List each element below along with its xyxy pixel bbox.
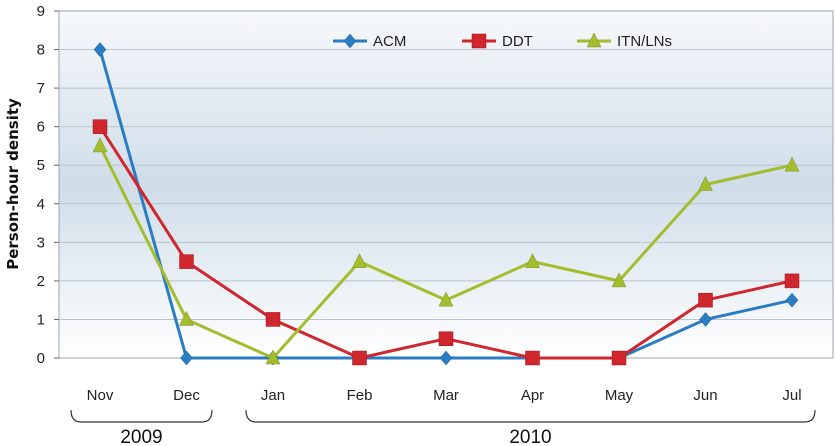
- y-axis-ticks: 0 1 2 3 4 5 6 7 8 9: [37, 3, 59, 367]
- legend-marker-acm: [343, 33, 357, 49]
- x-tick-label: Jul: [782, 387, 801, 404]
- year-bracket: [70, 409, 213, 423]
- legend-item-ddt: DDT: [462, 33, 533, 50]
- y-tick-label: 2: [37, 273, 45, 290]
- data-point-acm: [699, 312, 712, 327]
- data-point-ddt: [92, 119, 108, 134]
- data-point-ddt: [698, 292, 713, 308]
- x-tick-label: Dec: [173, 387, 200, 404]
- legend-label-ddt: DDT: [502, 33, 533, 50]
- x-tick-label: Apr: [521, 387, 544, 404]
- data-point-acm: [180, 350, 193, 366]
- x-tick-label: Mar: [433, 387, 459, 404]
- data-point-ddt: [352, 350, 367, 366]
- data-point-itn-lns: [179, 310, 194, 326]
- data-point-ddt: [179, 254, 194, 269]
- data-point-itn-lns: [611, 272, 627, 288]
- y-tick-label: 6: [37, 119, 45, 136]
- series-itn-lns: [92, 137, 800, 365]
- series-ddt: [92, 119, 800, 366]
- y-tick-label: 3: [37, 234, 45, 251]
- year-bracket: [245, 409, 816, 423]
- legend-marker-itn-lns: [586, 32, 602, 48]
- data-point-ddt: [611, 350, 627, 366]
- y-tick-label: 0: [37, 350, 45, 367]
- y-tick-label: 4: [37, 196, 45, 213]
- legend-item-acm: ACM: [333, 33, 406, 50]
- x-axis-ticks: Nov Dec Jan Feb Mar Apr May Jun Jul: [87, 387, 802, 404]
- data-point-itn-lns: [698, 175, 713, 191]
- data-point-itn-lns: [438, 291, 454, 307]
- data-point-ddt: [438, 331, 454, 346]
- data-point-itn-lns: [92, 137, 108, 153]
- year-groups: 2009 2010: [70, 409, 816, 446]
- x-tick-label: Jun: [693, 387, 717, 404]
- data-point-itn-lns: [265, 349, 281, 365]
- data-point-itn-lns: [784, 156, 800, 172]
- legend-marker-ddt: [471, 33, 487, 49]
- data-point-itn-lns: [525, 253, 540, 268]
- year-label: 2009: [120, 427, 162, 446]
- data-point-acm: [785, 292, 799, 308]
- data-point-ddt: [784, 273, 800, 289]
- year-label: 2010: [509, 427, 551, 446]
- legend-item-itn-lns: ITN/LNs: [577, 32, 672, 50]
- data-point-ddt: [265, 312, 281, 327]
- data-point-acm: [93, 42, 107, 57]
- legend: ACM DDT ITN/LNs: [333, 32, 672, 50]
- data-point-ddt: [525, 350, 540, 366]
- y-tick-label: 5: [37, 157, 45, 174]
- legend-label-itn-lns: ITN/LNs: [617, 33, 672, 50]
- x-tick-label: Nov: [87, 387, 114, 404]
- series-group: [92, 42, 800, 366]
- legend-label-acm: ACM: [373, 33, 406, 50]
- x-tick-label: May: [605, 387, 634, 404]
- y-tick-label: 1: [37, 311, 45, 328]
- y-tick-label: 8: [37, 42, 45, 59]
- x-tick-label: Jan: [261, 387, 285, 404]
- y-tick-label: 9: [37, 3, 45, 20]
- data-point-acm: [439, 350, 453, 366]
- x-tick-label: Feb: [347, 387, 373, 404]
- y-axis-label: Person-hour density: [4, 98, 22, 270]
- y-tick-label: 7: [37, 80, 45, 97]
- data-point-itn-lns: [352, 253, 367, 268]
